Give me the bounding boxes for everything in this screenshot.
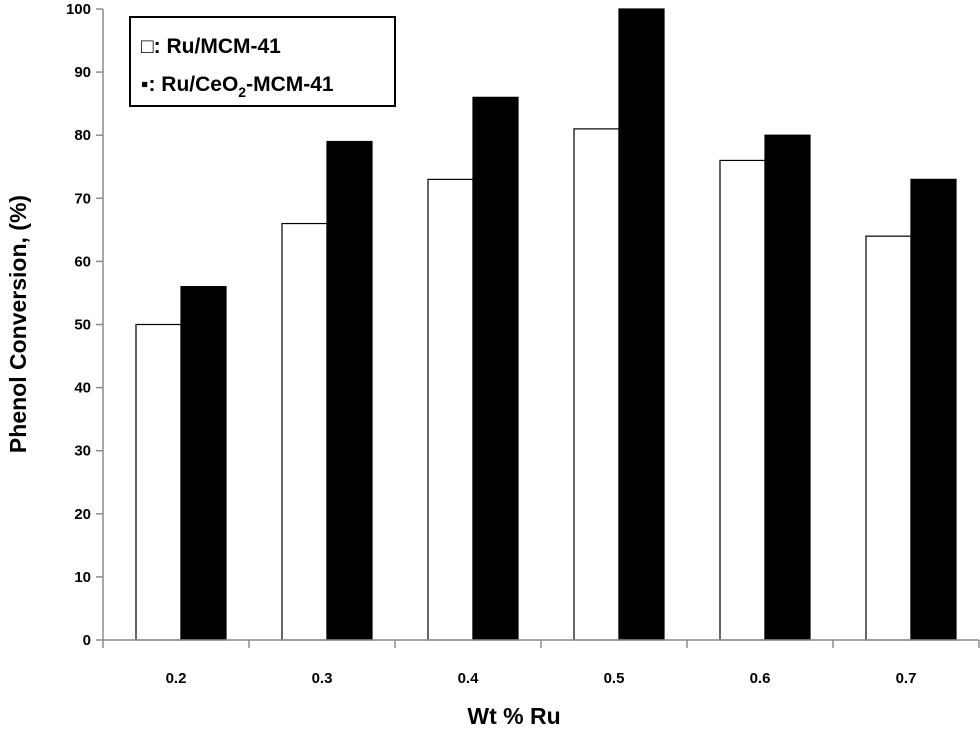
bar-ru-ceo2-mcm41 bbox=[180, 286, 227, 641]
legend-label-main: Ru/CeO bbox=[161, 73, 238, 96]
x-tick-label: 0.3 bbox=[312, 670, 333, 687]
x-tick-label: 0.4 bbox=[458, 670, 480, 687]
y-tick-label: 80 bbox=[74, 127, 91, 144]
x-tick-label: 0.6 bbox=[750, 670, 771, 687]
x-axis-title: Wt % Ru bbox=[467, 703, 560, 729]
legend-marker-open-square: □: bbox=[141, 35, 167, 58]
bar-ru-ceo2-mcm41 bbox=[764, 134, 811, 641]
bar-ru-mcm41 bbox=[865, 235, 912, 641]
x-tick-label: 0.5 bbox=[604, 670, 625, 687]
bar-ru-mcm41 bbox=[427, 178, 474, 641]
y-tick-label: 20 bbox=[74, 506, 91, 523]
bar-ru-ceo2-mcm41 bbox=[910, 178, 957, 641]
legend-box bbox=[129, 16, 396, 107]
bars-layer bbox=[135, 8, 957, 641]
legend-label-ru-mcm41: Ru/MCM-41 bbox=[167, 35, 282, 58]
bar-ru-ceo2-mcm41 bbox=[618, 8, 665, 641]
bar-ru-mcm41 bbox=[573, 128, 620, 641]
bar-ru-ceo2-mcm41 bbox=[326, 140, 373, 641]
y-tick-label: 90 bbox=[74, 64, 91, 81]
legend-label-subscript: 2 bbox=[238, 84, 246, 100]
legend: □: Ru/MCM-41 ▪: Ru/CeO2-MCM-41 bbox=[129, 16, 396, 107]
bar-ru-mcm41 bbox=[719, 159, 766, 641]
legend-entry-ru-ceo2-mcm41: ▪: Ru/CeO2-MCM-41 bbox=[141, 73, 334, 100]
legend-label-rest: -MCM-41 bbox=[246, 73, 334, 96]
bar-ru-ceo2-mcm41 bbox=[472, 96, 519, 641]
x-ticks: 0.2 0.3 0.4 0.5 0.6 0.7 bbox=[102, 640, 980, 687]
x-tick-label: 0.2 bbox=[166, 670, 187, 687]
y-tick-label: 100 bbox=[66, 1, 91, 18]
y-tick-label: 40 bbox=[74, 380, 91, 397]
y-ticks: 0 10 20 30 40 50 60 70 80 90 100 bbox=[66, 1, 103, 649]
y-tick-label: 10 bbox=[74, 569, 91, 586]
y-tick-label: 0 bbox=[83, 632, 91, 649]
y-tick-label: 50 bbox=[74, 317, 91, 334]
x-tick-label: 0.7 bbox=[896, 670, 917, 687]
y-tick-label: 60 bbox=[74, 253, 91, 270]
y-tick-label: 30 bbox=[74, 443, 91, 460]
legend-entry-ru-mcm41: □: Ru/MCM-41 bbox=[141, 35, 281, 58]
y-axis-title: Phenol Conversion, (%) bbox=[5, 195, 31, 453]
bar-ru-mcm41 bbox=[135, 323, 182, 641]
bar-ru-mcm41 bbox=[281, 222, 328, 641]
y-tick-label: 70 bbox=[74, 190, 91, 207]
legend-marker-filled-square: ▪: bbox=[141, 73, 161, 96]
